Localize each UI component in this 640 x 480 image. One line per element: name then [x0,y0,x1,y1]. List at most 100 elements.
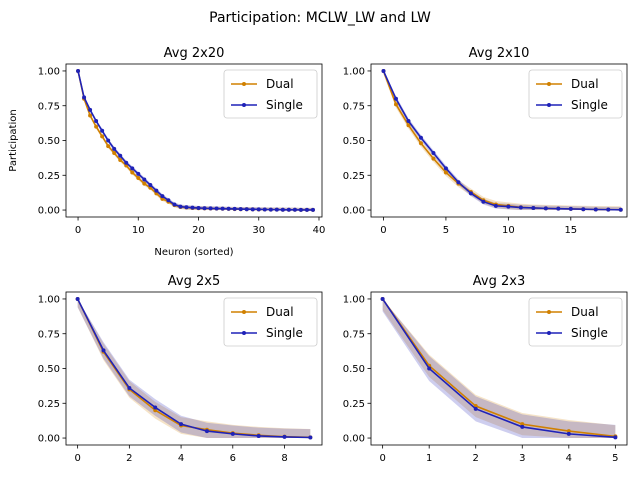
series-line-single [382,70,621,211]
legend-label-dual: Dual [571,77,599,91]
data-point-single [566,431,571,436]
data-point-single [304,207,309,212]
y-tick-label: 0.75 [38,101,60,112]
legend-label-dual: Dual [571,305,599,319]
data-point-single [543,206,548,211]
data-point-single [232,206,237,211]
x-tick-label: 4 [566,453,572,464]
data-point-single [100,128,105,133]
data-point-single [431,151,436,156]
y-tick-label: 0.25 [38,399,60,410]
data-point-single [112,146,117,151]
x-tick-label: 5 [443,225,449,236]
data-point-single [427,366,432,371]
data-point-dual [100,134,105,139]
legend: Dual Single [528,297,623,347]
y-tick-label: 0.00 [38,434,60,445]
panel-title: Avg 2x20 [164,46,225,61]
data-point-dual [153,408,158,413]
data-point-single [136,171,141,176]
data-point-single [214,206,219,211]
data-point-single [310,207,315,212]
data-point-single [262,207,267,212]
data-point-dual [520,422,525,427]
plot-area [381,68,623,212]
data-point-single [220,206,225,211]
x-tick-label: 30 [252,225,265,236]
data-point-dual [431,156,436,161]
legend: Dual Single [528,69,623,119]
legend-box [223,297,318,347]
data-point-single [531,205,536,210]
data-point-single [282,434,287,439]
chart-panel-4: Avg 2x3 0 1 2 3 4 5 0.00 0.25 0.50 0.75 1.00 Dual Sin… [343,274,628,464]
y-tick-label: 0.75 [38,329,60,340]
y-tick-label: 1.00 [38,295,60,306]
x-tick-label: 1 [426,453,432,464]
data-point-single [196,205,201,210]
data-point-dual [118,157,123,162]
data-point-single [190,205,195,210]
data-point-single [520,424,525,429]
data-point-single [274,207,279,212]
x-tick-label: 15 [564,225,577,236]
panel-title: Avg 2x10 [469,46,530,61]
data-point-single [556,206,561,211]
data-point-single [268,207,273,212]
y-tick-label: 1.00 [38,67,60,78]
legend: Dual Single [223,69,318,119]
legend-marker-dual [547,310,551,314]
y-tick-label: 0.50 [38,136,60,147]
data-point-single [613,435,618,440]
data-point-single [127,385,132,390]
data-point-single [380,296,385,301]
series-line-single [381,298,616,439]
data-point-dual [112,151,117,156]
data-point-single [298,207,303,212]
data-point-single [493,203,498,208]
x-tick-label: 2 [126,453,132,464]
data-point-single [184,205,189,210]
data-point-dual [418,141,423,146]
data-point-single [75,296,80,301]
x-tick-label: 40 [313,225,326,236]
x-tick-label: 2 [473,453,479,464]
data-point-dual [106,144,111,149]
legend-box [528,69,623,119]
data-point-single [518,205,523,210]
plot-area [75,296,313,440]
legend-label-single: Single [571,98,608,112]
data-point-single [456,180,461,185]
data-point-dual [94,124,99,129]
chart-panel-2: Avg 2x10 0 5 10 15 0.00 0.25 0.50 0.75 1.00 Dual Si… [343,46,628,236]
x-tick-label: 4 [178,453,184,464]
data-point-dual [160,196,165,201]
y-tick-label: 0.75 [343,329,365,340]
data-point-single [256,207,261,212]
data-point-dual [142,181,147,186]
y-tick-label: 1.00 [343,67,365,78]
data-point-single [106,138,111,143]
legend-marker-single [547,331,551,335]
data-point-single [118,153,123,158]
data-point-single [166,198,171,203]
data-point-single [618,207,623,212]
x-tick-label: 3 [519,453,525,464]
data-point-dual [136,176,141,181]
y-tick-label: 0.50 [343,364,365,375]
data-point-single [280,207,285,212]
data-point-single [468,191,473,196]
y-tick-label: 1.00 [343,295,365,306]
data-point-single [202,206,207,211]
y-tick-label: 0.25 [343,399,365,410]
x-axis-label: Neuron (sorted) [154,247,233,258]
legend-label-single: Single [571,326,608,340]
legend-box [223,69,318,119]
x-tick-label: 0 [74,453,80,464]
legend-marker-single [547,103,551,107]
data-point-single [418,135,423,140]
data-point-single [230,431,235,436]
data-point-single [160,194,165,199]
data-point-dual [130,170,135,175]
